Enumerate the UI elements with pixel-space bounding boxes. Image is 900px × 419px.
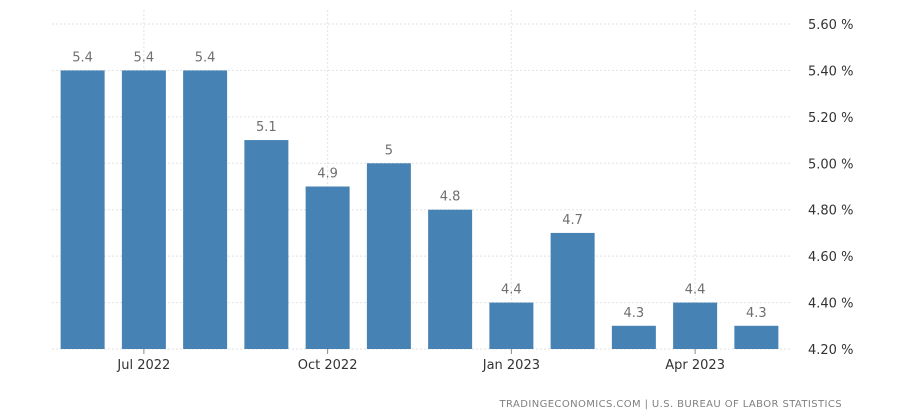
data-label: 4.3 (624, 306, 645, 321)
data-label: 5.4 (134, 50, 155, 65)
y-tick-label: 5.40 % (808, 64, 853, 79)
data-label: 4.9 (317, 167, 338, 182)
bar-sep-2022[interactable] (244, 140, 289, 349)
y-tick-label: 5.20 % (808, 111, 853, 126)
bar-nov-2022[interactable] (366, 163, 411, 349)
data-label: 5.1 (256, 120, 277, 135)
x-tick-label: Apr 2023 (665, 358, 725, 373)
bar-may-2023[interactable] (734, 325, 779, 349)
bar-feb-2023[interactable] (550, 232, 595, 349)
y-tick-label: 5.00 % (808, 157, 853, 172)
y-tick-label: 5.60 % (808, 18, 853, 33)
bar-jan-2023[interactable] (489, 302, 534, 349)
y-tick-label: 4.20 % (808, 343, 853, 358)
bar-jul-2022[interactable] (121, 70, 166, 349)
x-tick-label: Jul 2022 (116, 358, 170, 373)
data-label: 5.4 (72, 50, 93, 65)
x-tick-label: Jan 2023 (482, 358, 540, 373)
data-label: 4.3 (746, 306, 767, 321)
data-label: 4.7 (562, 213, 583, 228)
source-attribution: TRADINGECONOMICS.COM | U.S. BUREAU OF LA… (499, 399, 842, 410)
data-label: 5.4 (195, 50, 216, 65)
y-tick-label: 4.80 % (808, 204, 853, 219)
bar-oct-2022[interactable] (305, 186, 350, 350)
bar-mar-2023[interactable] (611, 325, 656, 349)
data-label: 4.4 (685, 283, 706, 298)
bar-apr-2023[interactable] (673, 302, 718, 349)
data-label: 5 (385, 143, 393, 158)
x-tick-label: Oct 2022 (298, 358, 358, 373)
bar-aug-2022[interactable] (183, 70, 228, 349)
y-tick-label: 4.40 % (808, 297, 853, 312)
bar-jun-2022[interactable] (60, 70, 105, 349)
y-tick-label: 4.60 % (808, 250, 853, 265)
data-label: 4.4 (501, 283, 522, 298)
data-label: 4.8 (440, 190, 461, 205)
bar-dec-2022[interactable] (428, 209, 473, 349)
